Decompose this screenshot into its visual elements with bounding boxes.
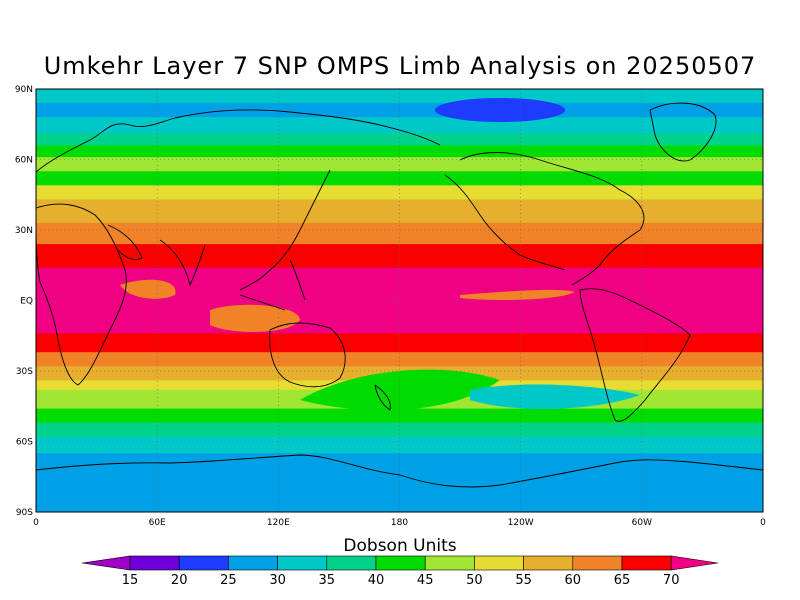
tropical-orange-gap-3 bbox=[460, 289, 575, 300]
colorbar-cell bbox=[424, 555, 475, 571]
ozone-band-5 bbox=[36, 157, 763, 172]
map-frame bbox=[35, 88, 764, 513]
colorbar-title: Dobson Units bbox=[343, 536, 457, 556]
ozone-band-8 bbox=[36, 199, 763, 224]
colorbar-level-label: 60 bbox=[565, 573, 582, 588]
lat-tick-label: 90N bbox=[15, 85, 33, 95]
colorbar-cell bbox=[326, 555, 377, 571]
map-title: Umkehr Layer 7 SNP OMPS Limb Analysis on… bbox=[43, 52, 757, 80]
colorbar-cell bbox=[277, 555, 328, 571]
lon-tick-label: 60E bbox=[149, 518, 166, 528]
colorbar-level-label: 40 bbox=[368, 573, 385, 588]
graticule bbox=[36, 89, 763, 512]
lon-tick-label: 180 bbox=[391, 518, 408, 528]
coastlines bbox=[35, 102, 764, 488]
lat-tick-label: 60N bbox=[15, 156, 33, 166]
colorbar-max-arrow bbox=[670, 555, 719, 571]
colorbar-level-label: 20 bbox=[171, 573, 188, 588]
southern-cyan-region bbox=[470, 384, 640, 410]
arctic-low-region bbox=[435, 98, 565, 122]
lon-tick-label: 60W bbox=[632, 518, 652, 528]
colorbar-cell bbox=[375, 555, 426, 571]
colorbar-level-label: 30 bbox=[269, 573, 286, 588]
colorbar-labels: 15 20 25 30 35 40 45 50 55 60 65 70 bbox=[122, 573, 680, 588]
lat-tick-label: 60S bbox=[16, 438, 33, 448]
ozone-band-6 bbox=[36, 171, 763, 186]
lat-tick-label: 90S bbox=[16, 508, 33, 518]
lat-tick-label: EQ bbox=[20, 297, 33, 307]
colorbar-min-arrow bbox=[81, 555, 131, 571]
tropical-orange-gap-2 bbox=[120, 279, 176, 299]
ozone-features bbox=[57, 98, 640, 411]
ozone-band-3 bbox=[36, 133, 763, 146]
colorbar-cell bbox=[228, 555, 278, 571]
ozone-band-1 bbox=[36, 103, 763, 118]
colorbar-level-label: 25 bbox=[220, 573, 237, 588]
colorbar-cell bbox=[621, 555, 672, 571]
lon-tick-label: 120E bbox=[267, 518, 290, 528]
colorbar-level-label: 45 bbox=[417, 573, 434, 588]
latitude-axis: 90N 60N 30N EQ 30S 60S 90S bbox=[15, 85, 33, 518]
ozone-band-4 bbox=[36, 145, 763, 158]
ozone-band-12 bbox=[36, 333, 763, 353]
southern-green-region bbox=[300, 369, 500, 411]
lon-tick-label: 0 bbox=[760, 518, 766, 528]
colorbar-cell bbox=[572, 555, 623, 571]
colorbar-level-label: 55 bbox=[515, 573, 532, 588]
lon-tick-label: 120W bbox=[508, 518, 534, 528]
colorbar-level-label: 50 bbox=[466, 573, 483, 588]
colorbar-cell bbox=[474, 555, 524, 571]
colorbar-cell bbox=[129, 555, 180, 571]
ozone-band-17 bbox=[36, 408, 763, 424]
high-spot-2 bbox=[393, 299, 411, 305]
colorbar-cell bbox=[523, 555, 574, 571]
lat-tick-label: 30S bbox=[16, 367, 33, 377]
colorbar-level-label: 35 bbox=[319, 573, 336, 588]
ozone-band-13 bbox=[36, 352, 763, 367]
lon-tick-label: 0 bbox=[33, 518, 39, 528]
ozone-band-7 bbox=[36, 185, 763, 200]
colorbar-level-label: 15 bbox=[122, 573, 139, 588]
lat-tick-label: 30N bbox=[15, 226, 33, 236]
colorbar-level-label: 70 bbox=[663, 573, 680, 588]
tropical-orange-gap-1 bbox=[210, 304, 300, 332]
high-spot-1 bbox=[57, 298, 71, 302]
longitude-axis: 0 60E 120E 180 120W 60W 0 bbox=[33, 518, 766, 528]
ozone-bands bbox=[36, 89, 763, 513]
colorbar-level-label: 65 bbox=[614, 573, 631, 588]
colorbar-cells bbox=[81, 555, 719, 571]
ozone-band-10 bbox=[36, 244, 763, 269]
colorbar-cell bbox=[178, 555, 229, 571]
ozone-band-0 bbox=[36, 89, 763, 104]
